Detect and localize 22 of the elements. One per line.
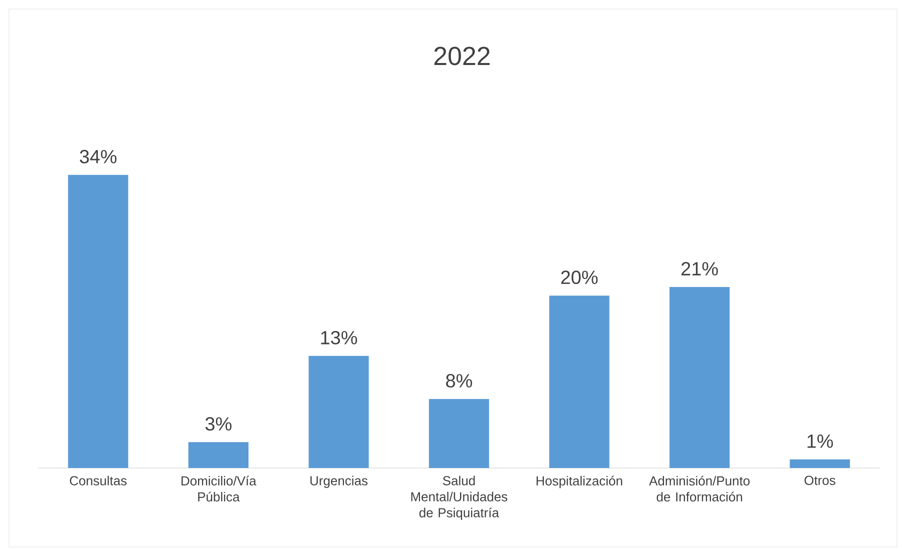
data-label: 8% xyxy=(446,374,472,388)
bar xyxy=(188,442,249,468)
x-tick-label: Salud Mental/Unidades de Psiquiatría xyxy=(411,476,508,520)
bar xyxy=(549,296,610,468)
data-label: 1% xyxy=(808,434,833,448)
chart-title: 2022 xyxy=(434,46,490,66)
bar xyxy=(428,399,490,468)
bar xyxy=(670,286,730,468)
data-label: 13% xyxy=(321,330,358,344)
bar xyxy=(308,356,369,468)
x-tick-label: Urgencias xyxy=(310,476,368,488)
bar xyxy=(68,174,128,468)
data-label: 34% xyxy=(80,150,116,164)
x-tick-label: Consultas xyxy=(70,476,127,486)
data-label: 20% xyxy=(561,270,598,284)
x-tick-label: Hospitalización xyxy=(536,476,622,488)
data-label: 21% xyxy=(682,262,718,276)
data-label: 3% xyxy=(205,417,232,431)
x-tick-label: Otros xyxy=(804,476,836,486)
x-tick-label: Adminisión/Punto de Información xyxy=(649,476,750,502)
x-tick-label: Domicilio/Vía Pública xyxy=(182,476,256,502)
bar xyxy=(790,459,850,468)
